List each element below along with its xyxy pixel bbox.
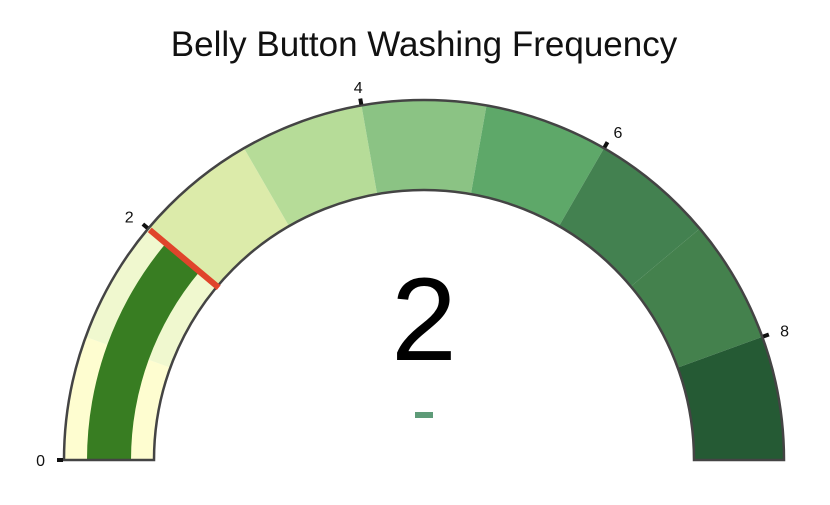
gauge-tick-label: 2 <box>125 209 134 226</box>
gauge-bar-layer <box>87 243 200 460</box>
delta-indicator <box>415 412 433 418</box>
gauge-outline-layer <box>62 98 786 462</box>
gauge-step-6 <box>559 148 700 287</box>
chart-title: Belly Button Washing Frequency <box>171 25 678 64</box>
gauge-threshold-layer <box>147 227 221 291</box>
gauge-ticks: 0 2 4 6 8 <box>36 80 789 470</box>
gauge-step-4 <box>361 100 487 195</box>
gauge-value-number: 2 <box>391 254 457 386</box>
gauge-step-7 <box>630 228 763 368</box>
gauge-tick-mark <box>762 332 770 339</box>
gauge-tick-label: 8 <box>780 323 789 340</box>
gauge-tick-mark <box>141 222 149 230</box>
gauge-value-bar <box>87 243 200 460</box>
gauge-tick-label: 6 <box>614 125 623 142</box>
gauge-step-5 <box>470 105 604 227</box>
gauge-step-8 <box>677 336 784 460</box>
gauge-outline <box>62 98 786 462</box>
gauge-tick-label: 4 <box>354 80 363 97</box>
gauge-tick-label: 0 <box>36 453 45 470</box>
gauge-step-3 <box>244 105 378 227</box>
gauge-step-2 <box>148 148 289 287</box>
gauge-threshold-line <box>147 227 221 291</box>
gauge-tick-mark <box>358 98 364 105</box>
gauge-tick-mark <box>602 141 610 149</box>
